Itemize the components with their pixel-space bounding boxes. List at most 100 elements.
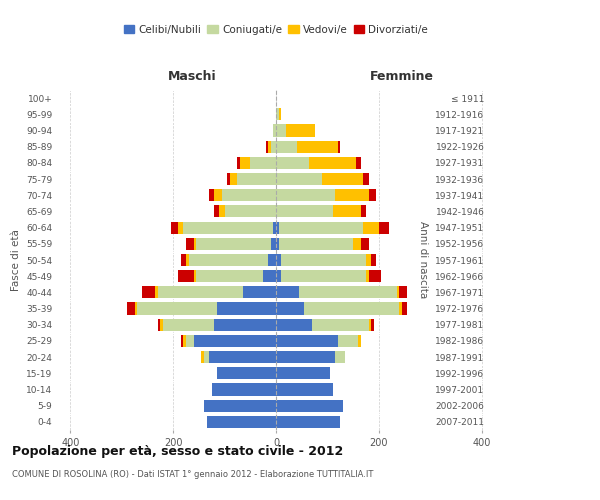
- Text: Maschi: Maschi: [167, 70, 217, 82]
- Y-axis label: Fasce di età: Fasce di età: [11, 229, 20, 291]
- Bar: [142, 286, 155, 298]
- Y-axis label: Anni di nascita: Anni di nascita: [418, 222, 428, 298]
- Bar: [127, 302, 134, 314]
- Bar: [271, 238, 276, 250]
- Bar: [240, 157, 250, 169]
- Bar: [194, 270, 196, 282]
- Bar: [278, 222, 364, 234]
- Bar: [402, 302, 407, 314]
- Bar: [322, 173, 364, 185]
- Bar: [397, 286, 400, 298]
- Bar: [276, 384, 332, 396]
- Bar: [266, 140, 268, 152]
- Bar: [364, 173, 368, 185]
- Text: Popolazione per età, sesso e stato civile - 2012: Popolazione per età, sesso e stato civil…: [12, 445, 343, 458]
- Bar: [366, 270, 368, 282]
- Bar: [286, 124, 314, 136]
- Bar: [158, 286, 242, 298]
- Bar: [400, 286, 407, 298]
- Bar: [158, 318, 160, 331]
- Bar: [204, 351, 209, 363]
- Bar: [206, 416, 276, 428]
- Bar: [368, 189, 376, 202]
- Bar: [276, 335, 338, 347]
- Bar: [202, 351, 204, 363]
- Bar: [204, 400, 276, 412]
- Bar: [338, 140, 340, 152]
- Bar: [224, 206, 276, 218]
- Bar: [276, 140, 296, 152]
- Bar: [220, 206, 224, 218]
- Bar: [186, 335, 194, 347]
- Bar: [155, 286, 158, 298]
- Bar: [196, 270, 263, 282]
- Bar: [296, 140, 338, 152]
- Bar: [137, 302, 217, 314]
- Bar: [335, 189, 368, 202]
- Text: Femmine: Femmine: [370, 70, 434, 82]
- Bar: [276, 368, 330, 380]
- Bar: [178, 270, 194, 282]
- Bar: [181, 254, 186, 266]
- Bar: [214, 318, 276, 331]
- Bar: [196, 238, 271, 250]
- Bar: [184, 222, 274, 234]
- Bar: [242, 286, 276, 298]
- Bar: [276, 173, 322, 185]
- Bar: [214, 189, 222, 202]
- Bar: [276, 416, 340, 428]
- Bar: [271, 140, 276, 152]
- Bar: [338, 335, 358, 347]
- Bar: [356, 157, 361, 169]
- Bar: [304, 302, 400, 314]
- Bar: [379, 222, 389, 234]
- Bar: [178, 222, 184, 234]
- Bar: [361, 206, 366, 218]
- Bar: [276, 189, 335, 202]
- Bar: [332, 206, 361, 218]
- Text: COMUNE DI ROSOLINA (RO) - Dati ISTAT 1° gennaio 2012 - Elaborazione TUTTITALIA.I: COMUNE DI ROSOLINA (RO) - Dati ISTAT 1° …: [12, 470, 373, 479]
- Bar: [281, 254, 366, 266]
- Bar: [160, 318, 163, 331]
- Bar: [276, 108, 278, 120]
- Bar: [276, 302, 304, 314]
- Bar: [186, 238, 194, 250]
- Bar: [217, 302, 276, 314]
- Bar: [134, 302, 137, 314]
- Bar: [276, 124, 286, 136]
- Bar: [276, 351, 335, 363]
- Bar: [353, 238, 361, 250]
- Bar: [238, 173, 276, 185]
- Bar: [276, 238, 278, 250]
- Bar: [212, 384, 276, 396]
- Bar: [238, 157, 240, 169]
- Bar: [276, 318, 312, 331]
- Bar: [368, 318, 371, 331]
- Bar: [268, 140, 271, 152]
- Bar: [361, 238, 368, 250]
- Bar: [299, 286, 397, 298]
- Bar: [371, 254, 376, 266]
- Bar: [184, 335, 186, 347]
- Bar: [209, 351, 276, 363]
- Bar: [263, 270, 276, 282]
- Bar: [335, 351, 346, 363]
- Bar: [230, 173, 238, 185]
- Bar: [163, 318, 214, 331]
- Bar: [274, 222, 276, 234]
- Bar: [312, 318, 368, 331]
- Bar: [276, 222, 278, 234]
- Bar: [181, 335, 184, 347]
- Bar: [276, 157, 310, 169]
- Bar: [358, 335, 361, 347]
- Bar: [217, 368, 276, 380]
- Bar: [278, 108, 281, 120]
- Legend: Celibi/Nubili, Coniugati/e, Vedovi/e, Divorziati/e: Celibi/Nubili, Coniugati/e, Vedovi/e, Di…: [119, 20, 433, 38]
- Bar: [364, 222, 379, 234]
- Bar: [222, 189, 276, 202]
- Bar: [368, 270, 382, 282]
- Bar: [276, 206, 332, 218]
- Bar: [250, 157, 276, 169]
- Bar: [194, 335, 276, 347]
- Bar: [310, 157, 356, 169]
